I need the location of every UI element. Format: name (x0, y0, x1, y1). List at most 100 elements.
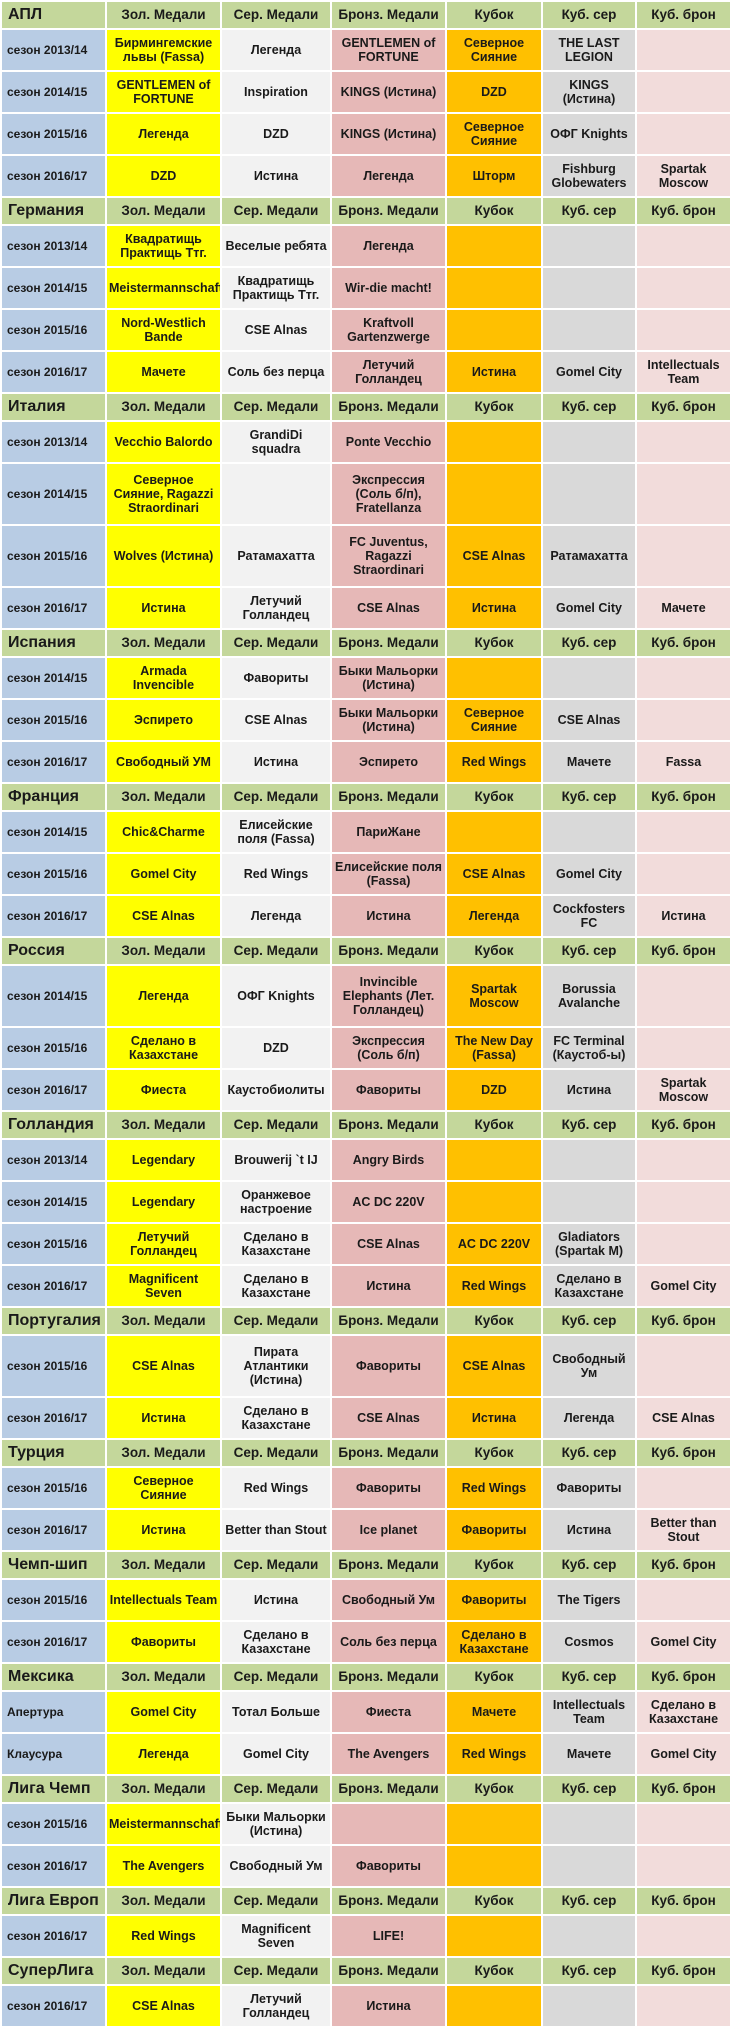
team-cell: Gomel City (635, 1732, 730, 1776)
season-label: сезон 2014/15 (0, 266, 107, 310)
section-title: СуперЛига (0, 1956, 107, 1986)
team-cell (445, 1984, 543, 2028)
team-cell: Веселые ребята (220, 224, 332, 268)
team-cell (541, 1984, 637, 2028)
season-label: сезон 2016/17 (0, 1620, 107, 1664)
team-cell: Истина (445, 586, 543, 630)
season-label: сезон 2015/16 (0, 698, 107, 742)
column-header: Кубок (445, 1774, 543, 1804)
team-cell (541, 420, 637, 464)
team-cell: Летучий Голландец (220, 1984, 332, 2028)
team-cell: Gladiators (Spartak M) (541, 1222, 637, 1266)
section-header-row: Голландия Зол. Медали Сер. Медали Бронз. Ме… (0, 1110, 730, 1140)
team-cell: CSE Alnas (445, 524, 543, 588)
column-header: Куб. сер (541, 196, 637, 226)
column-header: Бронз. Медали (330, 196, 447, 226)
team-cell: Cockfosters FC (541, 894, 637, 938)
table-row: Клаусура Легенда Gomel City The Avengers Red… (0, 1732, 730, 1776)
column-header: Куб. сер (541, 1956, 637, 1986)
column-header: Куб. сер (541, 782, 637, 812)
table-row: сезон 2016/17 Истина Better than Stout Ice … (0, 1508, 730, 1552)
team-cell: Red Wings (220, 1466, 332, 1510)
team-cell (635, 112, 730, 156)
team-cell: CSE Alnas (220, 308, 332, 352)
section-title: Голландия (0, 1110, 107, 1140)
team-cell (330, 1802, 447, 1846)
table-row: сезон 2015/16 Nord-Westlich Bande CSE Alna… (0, 308, 730, 352)
team-cell: Истина (541, 1508, 637, 1552)
team-cell (635, 810, 730, 854)
team-cell: Фавориты (445, 1508, 543, 1552)
team-cell: Легенда (330, 224, 447, 268)
season-label: сезон 2015/16 (0, 308, 107, 352)
team-cell: Северное Сияние (445, 698, 543, 742)
team-cell (445, 266, 543, 310)
team-cell: Оранжевое настроение (220, 1180, 332, 1224)
team-cell (541, 1802, 637, 1846)
team-cell: Экспрессия (Соль б/п) (330, 1026, 447, 1070)
team-cell: Gomel City (220, 1732, 332, 1776)
team-cell: Сделано в Казахстане (105, 1026, 222, 1070)
column-header: Зол. Медали (105, 1438, 222, 1468)
season-label: сезон 2013/14 (0, 28, 107, 72)
team-cell: Ponte Vecchio (330, 420, 447, 464)
team-cell: Фавориты (445, 1578, 543, 1622)
team-cell (541, 224, 637, 268)
team-cell: Быки Мальорки (Истина) (330, 698, 447, 742)
team-cell: Red Wings (445, 740, 543, 784)
season-label: сезон 2016/17 (0, 350, 107, 394)
team-cell (635, 462, 730, 526)
season-label: сезон 2014/15 (0, 462, 107, 526)
season-label: сезон 2015/16 (0, 524, 107, 588)
team-cell: Легенда (445, 894, 543, 938)
team-cell: Spartak Moscow (445, 964, 543, 1028)
team-cell (635, 28, 730, 72)
team-cell (635, 1466, 730, 1510)
column-header: Кубок (445, 1886, 543, 1916)
team-cell: Быки Мальорки (Истина) (220, 1802, 332, 1846)
table-row: сезон 2016/17 Свободный УМ Истина Эспирето R… (0, 740, 730, 784)
column-header: Сер. Медали (220, 1110, 332, 1140)
team-cell: CSE Alnas (105, 894, 222, 938)
column-header: Куб. брон (635, 628, 730, 658)
column-header: Зол. Медали (105, 0, 222, 30)
team-cell (635, 656, 730, 700)
team-cell: Red Wings (445, 1264, 543, 1308)
column-header: Сер. Медали (220, 936, 332, 966)
column-header: Кубок (445, 0, 543, 30)
team-cell: Chic&Charme (105, 810, 222, 854)
season-label: сезон 2016/17 (0, 154, 107, 198)
team-cell: Сделано в Казахстане (220, 1620, 332, 1664)
table-row: сезон 2015/16 Gomel City Red Wings Елисейск… (0, 852, 730, 896)
table-row: сезон 2014/15 Северное Сияние, Ragazzi St… (0, 462, 730, 526)
team-cell: Истина (635, 894, 730, 938)
column-header: Куб. брон (635, 1110, 730, 1140)
team-cell: Фавориты (330, 1068, 447, 1112)
section-title: Мексика (0, 1662, 107, 1692)
team-cell (220, 462, 332, 526)
team-cell (541, 1844, 637, 1888)
column-header: Кубок (445, 392, 543, 422)
table-row: сезон 2014/15 Легенда ОФГ Knights Invincibl… (0, 964, 730, 1028)
section-title: Россия (0, 936, 107, 966)
column-header: Бронз. Медали (330, 1662, 447, 1692)
table-row: сезон 2013/14 Vecchio Balordo GrandiDi squ… (0, 420, 730, 464)
team-cell (635, 1026, 730, 1070)
team-cell: Intellectuals Team (541, 1690, 637, 1734)
team-cell: Елисейские поля (Fassa) (220, 810, 332, 854)
team-cell: Бирмингемские львы (Fassa) (105, 28, 222, 72)
section-header-row: Россия Зол. Медали Сер. Медали Бронз. Медал… (0, 936, 730, 966)
section-title: Лига Чемп (0, 1774, 107, 1804)
team-cell (635, 1984, 730, 2028)
team-cell: Red Wings (445, 1466, 543, 1510)
team-cell: Better than Stout (635, 1508, 730, 1552)
season-label: сезон 2013/14 (0, 1138, 107, 1182)
team-cell: Мачете (445, 1690, 543, 1734)
column-header: Зол. Медали (105, 1956, 222, 1986)
table-row: сезон 2013/14 Бирмингемские львы (Fassa) Л… (0, 28, 730, 72)
team-cell: Фавориты (541, 1466, 637, 1510)
team-cell: CSE Alnas (330, 1396, 447, 1440)
team-cell: Armada Invencible (105, 656, 222, 700)
team-cell: Сделано в Казахстане (445, 1620, 543, 1664)
column-header: Куб. брон (635, 936, 730, 966)
